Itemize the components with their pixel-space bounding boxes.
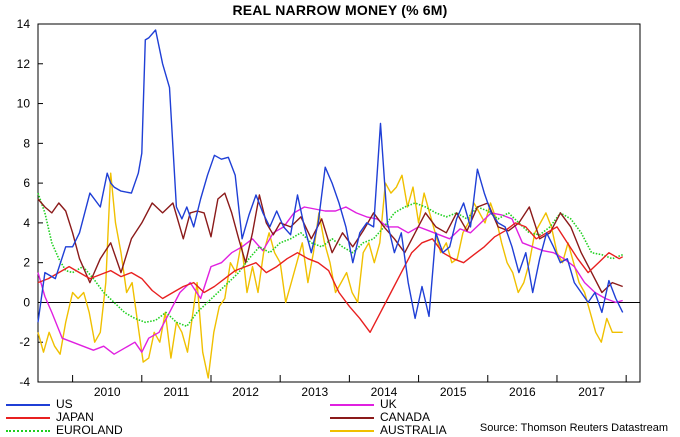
legend-swatch-euroland	[6, 430, 50, 432]
y-tick-label: 10	[17, 97, 31, 111]
series-line-japan	[37, 222, 624, 333]
x-tick-label: 2012	[232, 385, 259, 399]
y-tick-label: -2	[19, 335, 30, 349]
series-line-uk	[37, 206, 623, 355]
series-line-canada	[37, 192, 623, 294]
legend-label-japan: JAPAN	[56, 410, 94, 424]
source-note: Source: Thomson Reuters Datastream	[479, 422, 668, 434]
y-tick-label: 6	[23, 176, 30, 190]
x-tick-label: 2013	[301, 385, 328, 399]
y-tick-label: 12	[17, 57, 31, 71]
legend-label-uk: UK	[380, 397, 397, 411]
plot-frame	[37, 23, 641, 383]
legend-swatch-canada	[330, 417, 374, 419]
x-tick-label: 2010	[94, 385, 121, 399]
legend-label-us: US	[56, 397, 73, 411]
y-tick-label: 0	[23, 295, 30, 309]
y-tick-label: -4	[19, 375, 30, 389]
legend-swatch-australia	[330, 430, 374, 432]
series-line-australia	[37, 172, 623, 379]
legend-swatch-us	[6, 404, 50, 406]
y-tick-label: 2	[23, 256, 30, 270]
legend-label-australia: AUSTRALIA	[380, 423, 447, 437]
y-tick-label: 8	[23, 136, 30, 150]
legend-label-euroland: EUROLAND	[56, 423, 123, 437]
y-tick-label: 14	[17, 17, 31, 31]
legend-swatch-uk	[330, 404, 374, 406]
x-tick-label: 2015	[440, 385, 467, 399]
x-tick-label: 2016	[509, 385, 536, 399]
series-line-us	[37, 29, 624, 323]
x-tick-label: 2017	[578, 385, 605, 399]
x-tick-label: 2014	[371, 385, 398, 399]
legend-label-canada: CANADA	[380, 410, 431, 424]
x-tick-label: 2011	[163, 385, 189, 399]
y-tick-label: 4	[23, 216, 30, 230]
legend-swatch-japan	[6, 417, 50, 419]
chart-title: REAL NARROW MONEY (% 6M)	[232, 2, 448, 18]
series-line-euroland	[37, 192, 623, 328]
